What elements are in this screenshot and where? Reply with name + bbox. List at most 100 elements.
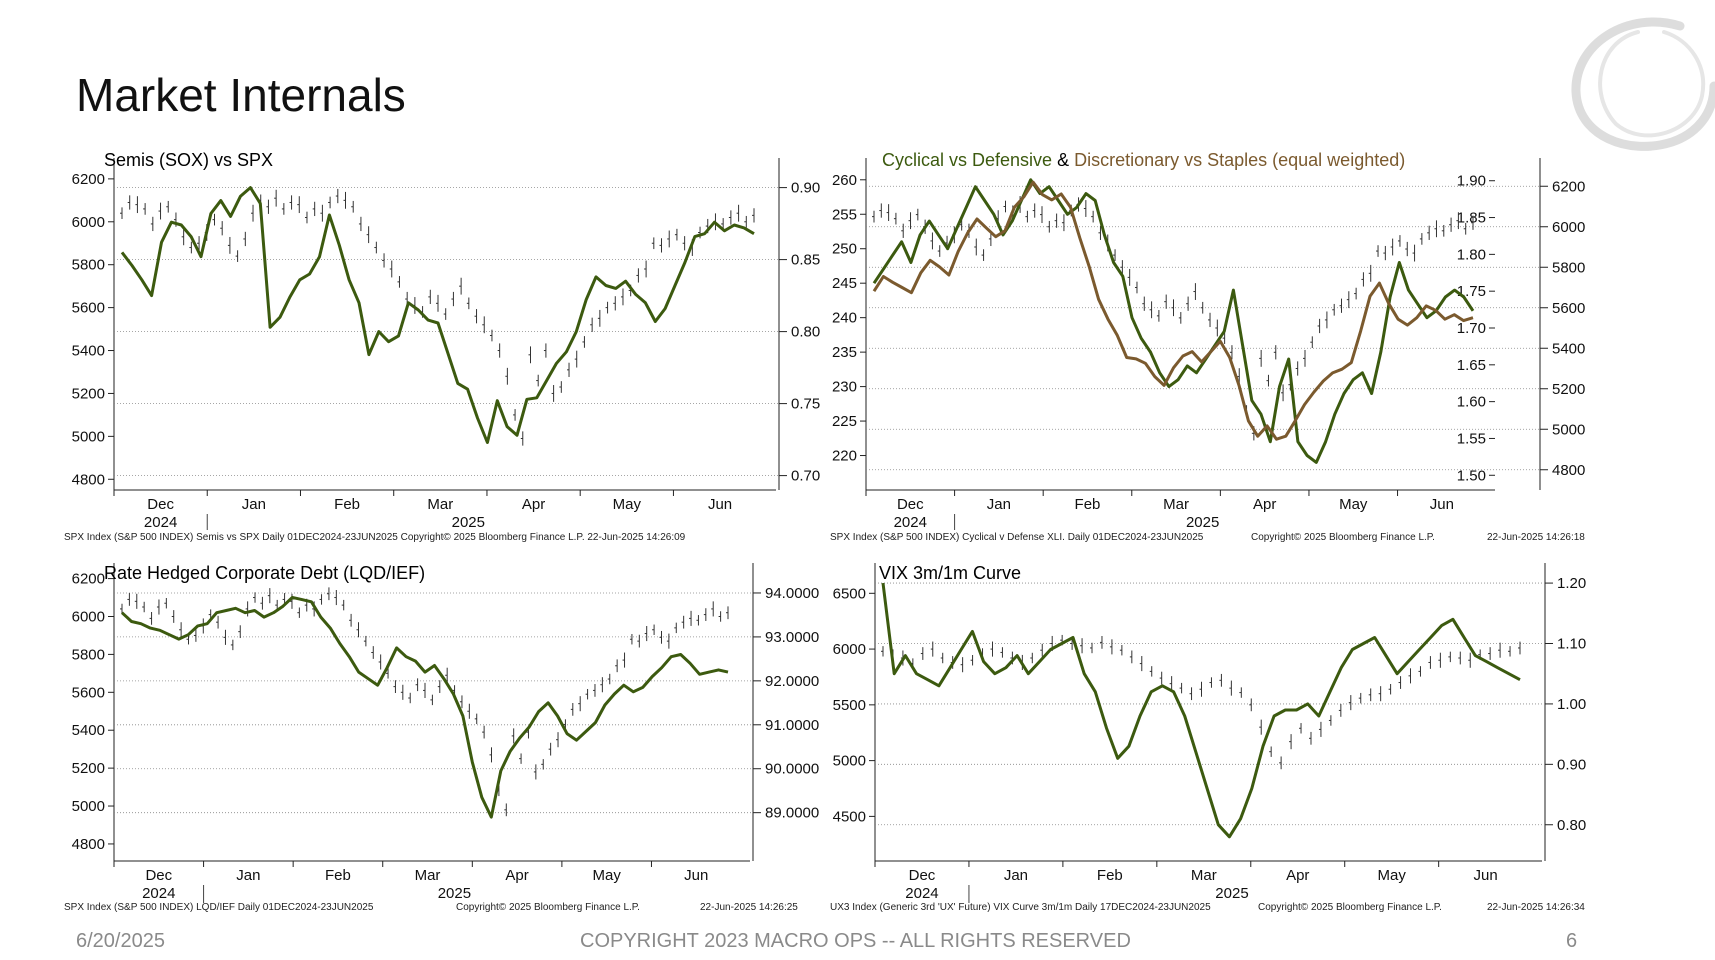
right-tick-label: 0.90	[1557, 756, 1586, 773]
source-line-2c: 22-Jun-2025 14:26:18	[1487, 532, 1585, 543]
right-tick-label: 92.0000	[765, 673, 819, 690]
month-label: Apr	[522, 496, 545, 513]
left-tick-label: 5500	[833, 697, 866, 714]
month-label: Feb	[325, 867, 351, 884]
right-tick-label: 5200	[1552, 381, 1585, 398]
right-tick-label: 0.85	[791, 252, 820, 269]
left-tick-label: 6000	[72, 214, 105, 231]
year-label: 2025	[1186, 514, 1219, 530]
right-tick-label: 1.00	[1557, 696, 1586, 713]
left-tick-label: 5200	[72, 385, 105, 402]
left-tick-label: 220	[832, 448, 857, 465]
right-tick-label: 1.20	[1557, 575, 1586, 592]
mid-tick-label: 1.60	[1457, 394, 1486, 411]
left-tick-label: 250	[832, 241, 857, 258]
month-label: Dec	[897, 496, 924, 513]
left-tick-label: 4500	[833, 808, 866, 825]
footer-date: 6/20/2025	[76, 930, 165, 952]
footer-page-number: 6	[1566, 930, 1578, 952]
month-label: May	[613, 496, 642, 513]
source-line-3c: 22-Jun-2025 14:26:25	[700, 902, 798, 913]
mid-tick-label: 1.80	[1457, 246, 1486, 263]
right-tick-label: 89.0000	[765, 805, 819, 822]
left-tick-label: 5000	[72, 428, 105, 445]
right-tick-label: 6000	[1552, 219, 1585, 236]
right-tick-label: 5800	[1552, 259, 1585, 276]
left-tick-label: 6000	[833, 641, 866, 658]
chart-title: Cyclical vs Defensive & Discretionary vs…	[882, 150, 1405, 170]
right-tick-label: 0.90	[791, 180, 820, 197]
month-label: Jun	[1430, 496, 1454, 513]
right-tick-label: 4800	[1552, 462, 1585, 479]
year-label: 2024	[894, 514, 927, 530]
source-line-4b: Copyright© 2025 Bloomberg Finance L.P.	[1258, 902, 1442, 913]
left-tick-label: 5400	[72, 722, 105, 739]
month-label: Dec	[145, 867, 172, 884]
left-tick-label: 4800	[72, 836, 105, 853]
left-tick-label: 235	[832, 344, 857, 361]
mid-tick-label: 1.65	[1457, 357, 1486, 374]
left-tick-label: 230	[832, 379, 857, 396]
logo-ring	[1568, 14, 1715, 159]
month-label: Feb	[1097, 867, 1123, 884]
left-tick-label: 5800	[72, 646, 105, 663]
chart-title-part: Cyclical vs Defensive	[882, 150, 1052, 170]
chart-title: Semis (SOX) vs SPX	[104, 150, 273, 170]
month-label: Mar	[427, 496, 453, 513]
right-tick-label: 0.80	[791, 324, 820, 341]
mid-tick-label: 1.90	[1457, 173, 1486, 190]
source-line-3b: Copyright© 2025 Bloomberg Finance L.P.	[456, 902, 640, 913]
year-label: 2024	[142, 885, 175, 902]
left-tick-label: 4800	[72, 471, 105, 488]
right-tick-label: 1.10	[1557, 636, 1586, 653]
mid-tick-label: 1.85	[1457, 210, 1486, 227]
right-tick-label: 93.0000	[765, 629, 819, 646]
series-line	[872, 180, 1474, 441]
footer-copyright: COPYRIGHT 2023 MACRO OPS -- ALL RIGHTS R…	[580, 930, 1131, 952]
month-label: Dec	[909, 867, 936, 884]
series-line	[872, 178, 1475, 464]
left-tick-label: 245	[832, 275, 857, 292]
month-label: Jun	[1474, 867, 1498, 884]
left-tick-label: 6200	[72, 571, 105, 588]
month-label: Mar	[1191, 867, 1217, 884]
month-label: Apr	[505, 867, 528, 884]
month-label: May	[1378, 867, 1407, 884]
year-label: 2025	[452, 514, 485, 530]
left-tick-label: 6500	[833, 585, 866, 602]
month-label: Jan	[1004, 867, 1028, 884]
month-label: Jun	[684, 867, 708, 884]
source-line-4a: UX3 Index (Generic 3rd 'UX' Future) VIX …	[830, 902, 1211, 913]
right-tick-label: 5400	[1552, 340, 1585, 357]
left-tick-label: 260	[832, 172, 857, 189]
series-line	[881, 582, 1521, 839]
right-tick-label: 5600	[1552, 300, 1585, 317]
chart-rate-hedged-corporate-debt: 6200 6000 5800 5600 5400 5200 5000 4800 94.0000 9…	[60, 555, 840, 905]
right-tick-label: 94.0000	[765, 585, 819, 602]
month-label: Mar	[415, 867, 441, 884]
left-tick-label: 240	[832, 310, 857, 327]
year-label: 2024	[905, 885, 938, 902]
source-line-4c: 22-Jun-2025 14:26:34	[1487, 902, 1585, 913]
left-tick-label: 5800	[72, 257, 105, 274]
right-tick-label: 6200	[1552, 178, 1585, 195]
year-label: 2025	[438, 885, 471, 902]
left-tick-label: 6200	[72, 171, 105, 188]
month-label: Mar	[1163, 496, 1189, 513]
right-tick-label: 90.0000	[765, 761, 819, 778]
left-tick-label: 5400	[72, 343, 105, 360]
month-label: Feb	[334, 496, 360, 513]
mid-tick-label: 1.50	[1457, 467, 1486, 484]
right-tick-label: 0.80	[1557, 817, 1586, 834]
source-line-2a: SPX Index (S&P 500 INDEX) Cyclical v Def…	[830, 532, 1204, 543]
month-label: Dec	[147, 496, 174, 513]
month-label: Apr	[1253, 496, 1276, 513]
right-tick-label: 5000	[1552, 421, 1585, 438]
left-tick-label: 255	[832, 206, 857, 223]
left-tick-label: 5000	[72, 798, 105, 815]
month-label: Jan	[987, 496, 1011, 513]
page-title: Market Internals	[76, 69, 406, 121]
chart-title-part: Discretionary vs Staples (equal weighted…	[1074, 150, 1405, 170]
year-label: 2025	[1215, 885, 1248, 902]
left-tick-label: 225	[832, 413, 857, 430]
